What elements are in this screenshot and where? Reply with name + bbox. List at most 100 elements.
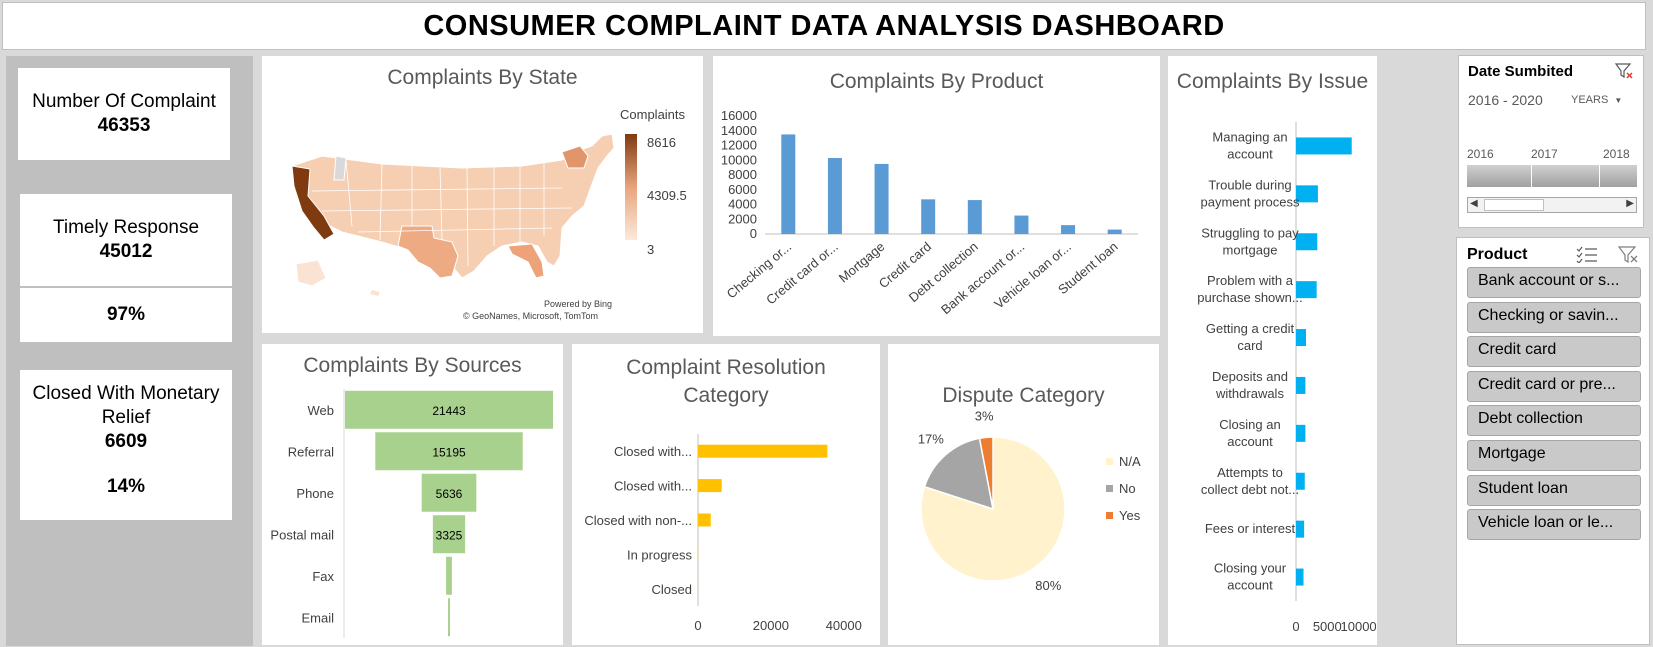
state-map-panel[interactable]: Complaints By State Complaints 8616 4309… — [262, 56, 703, 333]
time-level-label: YEARS — [1571, 94, 1609, 106]
issue-category-label: Closing your — [1214, 561, 1287, 576]
product-bar — [967, 200, 982, 234]
issue-bar — [1296, 137, 1352, 155]
resolution-category-label: Closed — [652, 582, 692, 597]
dashboard-title: CONSUMER COMPLAINT DATA ANALYSIS DASHBOA… — [423, 9, 1225, 42]
issue-category-label: Attempts to — [1217, 465, 1283, 480]
issue-x-tick: 10000 — [1341, 619, 1377, 634]
scroll-right-icon[interactable]: ▶ — [1626, 198, 1634, 209]
issue-bar — [1296, 185, 1318, 203]
sources-chart-title: Complaints By Sources — [303, 354, 522, 377]
scroll-thumb[interactable] — [1484, 199, 1544, 211]
product-slicer-item[interactable]: Mortgage — [1467, 440, 1641, 471]
product-bar — [781, 134, 796, 234]
dispute-slice — [923, 437, 994, 511]
date-range-label: 2016 - 2020 — [1468, 92, 1543, 108]
timeline-scrollbar[interactable]: ◀ ▶ — [1467, 197, 1637, 213]
state-florida — [507, 243, 545, 279]
map-legend-mid: 4309.5 — [647, 188, 687, 203]
dispute-data-label: 17% — [918, 431, 944, 446]
timeline-bar[interactable] — [1467, 165, 1637, 187]
product-slicer-item[interactable]: Vehicle loan or le... — [1467, 509, 1641, 541]
dashboard-title-bar: CONSUMER COMPLAINT DATA ANALYSIS DASHBOA… — [2, 2, 1646, 50]
timely-kpi-card: Timely Response 45012 — [20, 194, 232, 286]
product-slicer-item[interactable]: Credit card or pre... — [1467, 370, 1641, 402]
date-slicer[interactable]: Date Sumbited 2016 - 2020 YEARS ▼ 2016 2… — [1458, 55, 1644, 228]
product-y-tick: 14000 — [721, 123, 757, 138]
issue-x-tick: 5000 — [1313, 619, 1342, 634]
issue-bar — [1296, 424, 1306, 442]
map-legend-gradient — [625, 134, 637, 240]
issue-category-label: payment process — [1201, 194, 1300, 209]
timely-pct-card: 97% — [20, 288, 232, 342]
issue-category-label: withdrawals — [1215, 386, 1284, 401]
product-slicer-item[interactable]: Credit card — [1467, 336, 1641, 368]
scroll-left-icon[interactable]: ◀ — [1470, 198, 1478, 209]
sources-bar — [375, 432, 523, 471]
sources-category-label: Referral — [288, 444, 334, 459]
kpi-column: Number Of Complaint 46353 Timely Respons… — [6, 56, 253, 646]
multi-select-icon[interactable] — [1575, 245, 1599, 268]
dispute-pie-chart[interactable]: 80% 17% 3% N/A No Yes — [888, 344, 1159, 645]
resolution-chart-panel[interactable]: Complaint Resolution Category Closed wit… — [572, 344, 880, 645]
sources-data-label: 3325 — [436, 528, 463, 542]
dispute-legend-swatch — [1106, 485, 1113, 492]
time-level-dropdown[interactable]: YEARS ▼ — [1571, 94, 1622, 106]
product-y-tick: 12000 — [721, 138, 757, 153]
clear-filter-icon[interactable] — [1614, 62, 1634, 80]
sources-data-label: 21443 — [432, 404, 466, 418]
issue-bar — [1296, 376, 1306, 394]
issue-chart-panel[interactable]: Complaints By Issue Managing an account Tr… — [1168, 56, 1377, 645]
product-chart-panel[interactable]: Complaints By Product 16000 14000 12000 100… — [713, 56, 1160, 336]
resolution-category-label: Closed with... — [614, 444, 692, 459]
sources-chart-panel[interactable]: Complaints By Sources Web 21443 Referral 15… — [262, 344, 563, 645]
product-y-tick: 4000 — [728, 197, 757, 212]
product-bar — [1014, 215, 1029, 234]
relief-kpi-card: Closed With Monetary Relief 6609 14% — [20, 370, 232, 520]
product-slicer[interactable]: Product Bank account or s... Checking or … — [1456, 237, 1650, 645]
state-new-york — [561, 145, 589, 169]
dispute-legend-label: Yes — [1119, 508, 1141, 523]
issue-category-label: account — [1227, 434, 1273, 449]
issue-category-label: Managing an — [1212, 129, 1287, 144]
complaints-kpi-card: Number Of Complaint 46353 — [18, 68, 230, 160]
dispute-data-label: 80% — [1035, 578, 1061, 593]
product-slicer-item[interactable]: Bank account or s... — [1467, 267, 1641, 298]
resolution-chart-title-2: Category — [683, 384, 769, 407]
resolution-chart-title-1: Complaint Resolution — [626, 356, 826, 379]
resolution-bar-chart[interactable]: Closed with... Closed with... Closed with … — [572, 344, 880, 645]
issue-bar — [1296, 233, 1318, 251]
relief-kpi-label: Closed With Monetary Relief — [32, 383, 220, 428]
product-y-tick: 16000 — [721, 108, 757, 123]
sources-bar — [448, 598, 450, 637]
resolution-category-label: Closed with non-... — [584, 513, 692, 528]
issue-category-label: Deposits and — [1212, 369, 1288, 384]
sources-category-label: Web — [308, 403, 335, 418]
product-slicer-title: Product — [1467, 246, 1528, 263]
issue-category-label: Closing an — [1219, 417, 1280, 432]
product-y-tick: 8000 — [728, 167, 757, 182]
dispute-legend-label: N/A — [1119, 454, 1141, 469]
product-bar-chart[interactable]: 1600014000120001000080006000400020000Che… — [713, 56, 1160, 336]
issue-bar-chart[interactable]: Managing an account Trouble during payment … — [1168, 56, 1377, 645]
date-slicer-title: Date Sumbited — [1468, 63, 1574, 80]
product-bar — [1061, 225, 1076, 234]
clear-filter-icon[interactable] — [1617, 245, 1639, 268]
product-slicer-item[interactable]: Debt collection — [1467, 405, 1641, 437]
sources-funnel-chart[interactable]: Web 21443 Referral 15195 Phone 5636 Postal mai… — [262, 344, 563, 645]
issue-bar — [1296, 472, 1305, 490]
product-slicer-item[interactable]: Student loan — [1467, 474, 1641, 506]
dispute-chart-panel[interactable]: Dispute Category 80% 17% 3% N/A No Yes — [888, 344, 1159, 645]
product-slicer-item[interactable]: Checking or savin... — [1467, 301, 1641, 333]
sources-data-label: 15195 — [432, 445, 466, 459]
product-category-label: Bank account or... — [938, 239, 1027, 317]
map-attribution-bing: Powered by Bing — [543, 299, 612, 309]
map-legend-title: Complaints — [620, 107, 686, 122]
us-map[interactable] — [262, 56, 703, 333]
product-bar — [1107, 229, 1122, 234]
resolution-x-tick: 20000 — [753, 618, 789, 633]
relief-kpi-percent: 14% — [106, 476, 146, 497]
sources-category-label: Phone — [296, 486, 334, 501]
issue-chart-title: Complaints By Issue — [1176, 70, 1369, 93]
resolution-x-tick: 40000 — [826, 618, 862, 633]
